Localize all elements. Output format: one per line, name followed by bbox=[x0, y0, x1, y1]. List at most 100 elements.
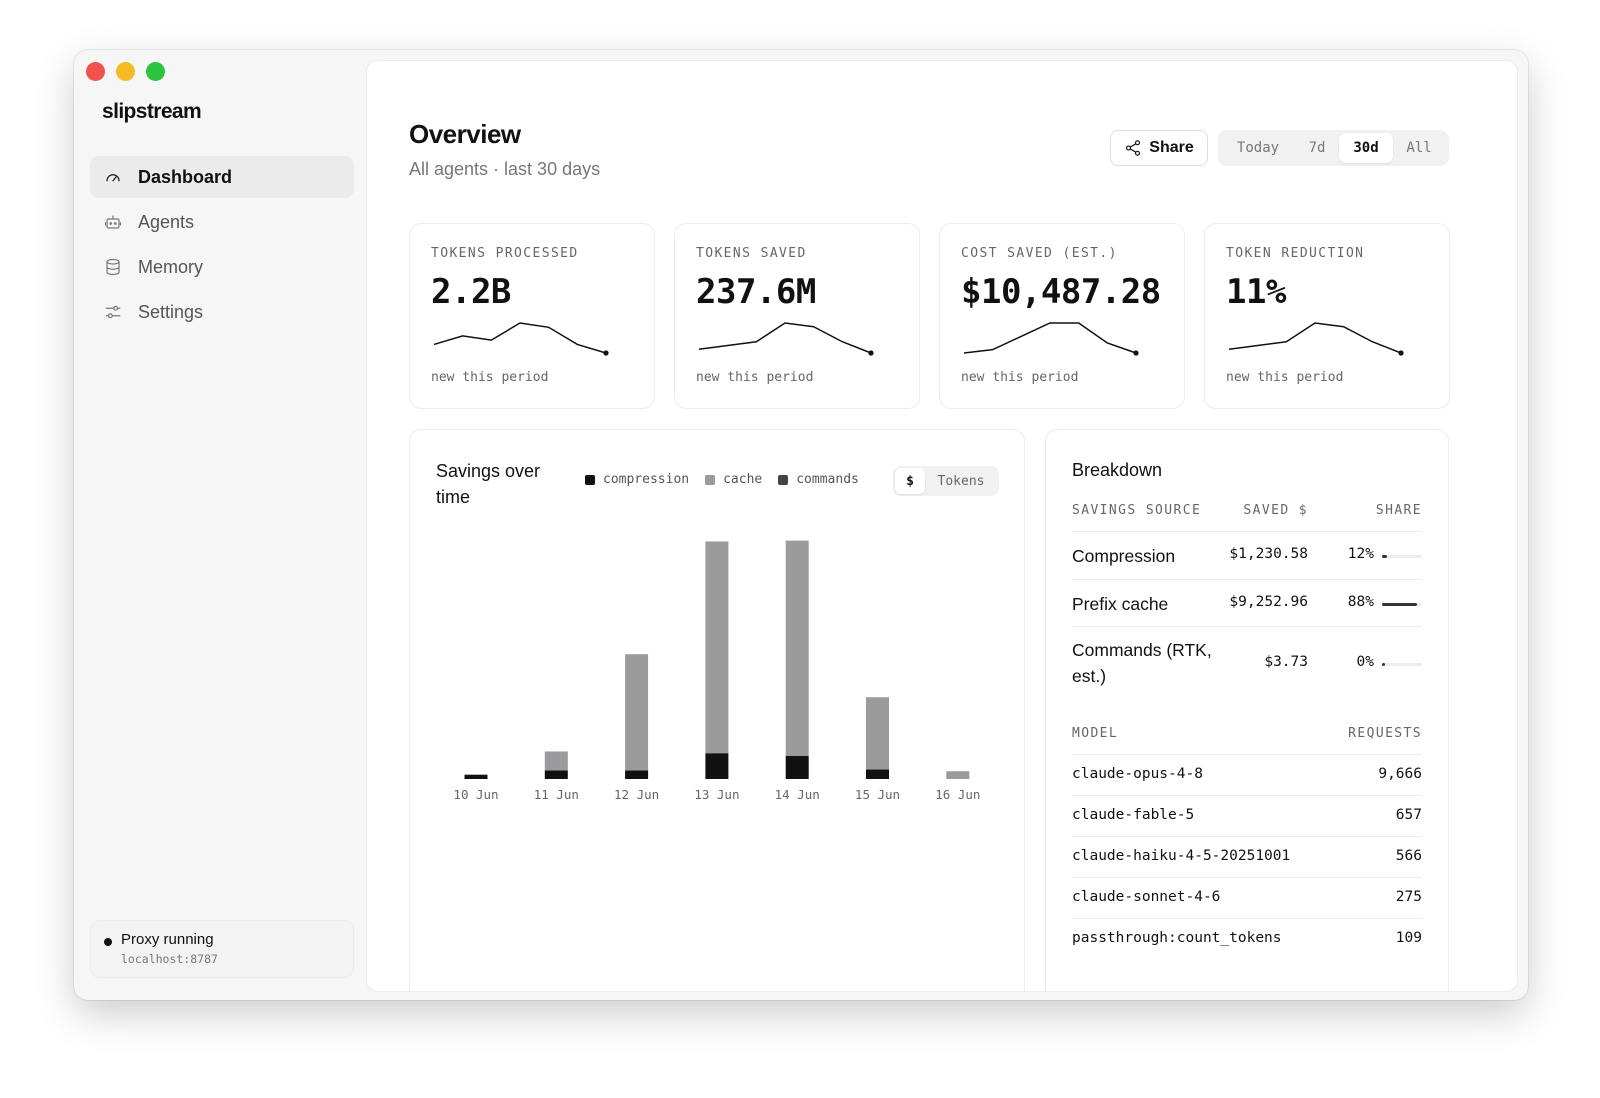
stat-label: COST SAVED (EST.) bbox=[961, 246, 1118, 261]
legend-item-cache: cache bbox=[705, 472, 762, 487]
stat-sparkline bbox=[698, 322, 874, 356]
stat-sparkline bbox=[1228, 322, 1404, 356]
legend-label: compression bbox=[603, 472, 690, 487]
page-title: Overview bbox=[409, 119, 521, 149]
sidebar-nav: Dashboard Agents Memory Settings bbox=[90, 156, 354, 336]
unit-option-dollar[interactable]: $ bbox=[895, 468, 925, 494]
model-row: claude-opus-4-8 9,666 bbox=[1072, 754, 1422, 795]
sparkline-path bbox=[433, 322, 607, 354]
legend-label: cache bbox=[723, 472, 763, 487]
model-requests: 109 bbox=[1395, 930, 1422, 946]
status-dot-icon bbox=[104, 938, 112, 946]
breakdown-panel: Breakdown SAVINGS SOURCE SAVED $ SHARE C… bbox=[1045, 429, 1449, 991]
column-header-source: SAVINGS SOURCE bbox=[1072, 503, 1202, 518]
unit-toggle: $ Tokens bbox=[893, 466, 999, 496]
sidebar-item-label: Agents bbox=[138, 211, 195, 232]
x-tick-label: 11 Jun bbox=[534, 787, 579, 802]
share-button[interactable]: Share bbox=[1110, 130, 1208, 166]
stat-label: TOKENS PROCESSED bbox=[431, 246, 579, 261]
bar-compression-4[interactable] bbox=[785, 755, 809, 779]
bar-cache-3[interactable] bbox=[705, 541, 729, 754]
minimize-window-button[interactable] bbox=[116, 62, 135, 81]
savings-source-row: Prefix cache $9,252.96 88% bbox=[1072, 579, 1422, 626]
stat-value: 11% bbox=[1226, 272, 1286, 312]
legend-item-compression: compression bbox=[585, 472, 689, 487]
sidebar-item-label: Dashboard bbox=[138, 166, 233, 187]
range-option-30d[interactable]: 30d bbox=[1339, 133, 1393, 163]
savings-source-row: Commands (RTK, est.) $3.73 0% bbox=[1072, 626, 1422, 700]
stat-sparkline bbox=[963, 322, 1139, 356]
share-bar-fill bbox=[1382, 603, 1418, 606]
range-option-today[interactable]: Today bbox=[1236, 140, 1280, 156]
share-button-label: Share bbox=[1149, 139, 1194, 156]
source-share: 12% bbox=[1347, 546, 1374, 562]
sparkline-end-point bbox=[868, 350, 874, 356]
bar-compression-2[interactable] bbox=[625, 770, 649, 779]
x-tick-label: 12 Jun bbox=[614, 787, 659, 802]
source-share: 0% bbox=[1356, 654, 1374, 670]
stat-value: 2.2B bbox=[431, 272, 511, 312]
stat-footer: new this period bbox=[431, 370, 549, 385]
chart-legend: compression cache commands bbox=[585, 472, 875, 487]
bar-cache-4[interactable] bbox=[785, 540, 809, 756]
sliders-icon bbox=[104, 303, 122, 321]
gauge-icon bbox=[104, 168, 122, 186]
x-tick-label: 10 Jun bbox=[453, 787, 498, 802]
source-name: Commands (RTK, est.) bbox=[1072, 640, 1212, 686]
savings-bar-chart: 10 Jun 11 Jun 12 Jun 13 Jun 14 Jun 15 Jun 16 J… bbox=[453, 540, 980, 802]
main-content: Overview All agents · last 30 days Share… bbox=[366, 60, 1518, 992]
sidebar-item-label: Settings bbox=[138, 301, 204, 322]
bar-cache-6[interactable] bbox=[946, 771, 970, 779]
sidebar: slipstream Dashboard Agents Memory bbox=[74, 50, 374, 1000]
bar-compression-0[interactable] bbox=[464, 774, 488, 779]
sidebar-item-memory[interactable]: Memory bbox=[90, 246, 354, 288]
stat-label: TOKEN REDUCTION bbox=[1226, 246, 1365, 261]
app-logo: slipstream bbox=[102, 100, 202, 123]
window-controls bbox=[86, 62, 165, 81]
unit-option-tokens[interactable]: Tokens bbox=[937, 473, 985, 489]
model-requests: 275 bbox=[1395, 889, 1422, 905]
sidebar-item-label: Memory bbox=[138, 256, 204, 277]
proxy-status: Proxy running localhost:8787 bbox=[90, 920, 354, 978]
share-bar-fill bbox=[1382, 663, 1385, 666]
source-saved: $1,230.58 bbox=[1229, 546, 1308, 562]
bar-cache-5[interactable] bbox=[866, 697, 889, 770]
bar-compression-3[interactable] bbox=[705, 753, 729, 779]
column-header-saved: SAVED $ bbox=[1243, 503, 1308, 518]
sidebar-item-settings[interactable]: Settings bbox=[90, 291, 354, 333]
source-saved: $3.73 bbox=[1264, 654, 1308, 670]
bar-compression-5[interactable] bbox=[866, 769, 889, 779]
stat-card-tokens-processed: TOKENS PROCESSED 2.2B new this period bbox=[409, 223, 655, 409]
source-share: 88% bbox=[1347, 594, 1374, 610]
savings-source-row: Compression $1,230.58 12% bbox=[1072, 531, 1422, 579]
database-icon bbox=[104, 258, 122, 276]
model-requests: 657 bbox=[1395, 807, 1422, 823]
model-name: claude-fable-5 bbox=[1072, 807, 1195, 823]
proxy-address: localhost:8787 bbox=[121, 952, 218, 966]
range-option-all[interactable]: All bbox=[1406, 140, 1432, 156]
sidebar-item-dashboard[interactable]: Dashboard bbox=[90, 156, 354, 198]
model-row: claude-haiku-4-5-20251001 566 bbox=[1072, 836, 1422, 877]
proxy-status-title: Proxy running bbox=[121, 931, 214, 948]
legend-label: commands bbox=[796, 472, 859, 487]
app-window: slipstream Dashboard Agents Memory bbox=[74, 50, 1528, 1000]
model-name: claude-haiku-4-5-20251001 bbox=[1072, 848, 1291, 864]
share-bar bbox=[1382, 555, 1422, 558]
range-option-7d[interactable]: 7d bbox=[1308, 140, 1326, 156]
stat-card-token-reduction: TOKEN REDUCTION 11% new this period bbox=[1204, 223, 1450, 409]
share-bar bbox=[1382, 603, 1422, 606]
zoom-window-button[interactable] bbox=[146, 62, 165, 81]
model-requests: 9,666 bbox=[1378, 766, 1422, 782]
bar-compression-1[interactable] bbox=[544, 770, 568, 779]
bar-cache-2[interactable] bbox=[625, 654, 649, 771]
bar-cache-1[interactable] bbox=[544, 751, 568, 771]
range-selector: Today 7d 30d All bbox=[1218, 130, 1449, 166]
close-window-button[interactable] bbox=[86, 62, 105, 81]
breakdown-title: Breakdown bbox=[1072, 460, 1163, 480]
share-icon bbox=[1126, 140, 1141, 156]
stat-value: $10,487.28 bbox=[961, 272, 1161, 312]
sparkline-path bbox=[1228, 322, 1402, 354]
model-name: passthrough:count_tokens bbox=[1072, 930, 1282, 946]
stat-footer: new this period bbox=[961, 370, 1079, 385]
sidebar-item-agents[interactable]: Agents bbox=[90, 201, 354, 243]
